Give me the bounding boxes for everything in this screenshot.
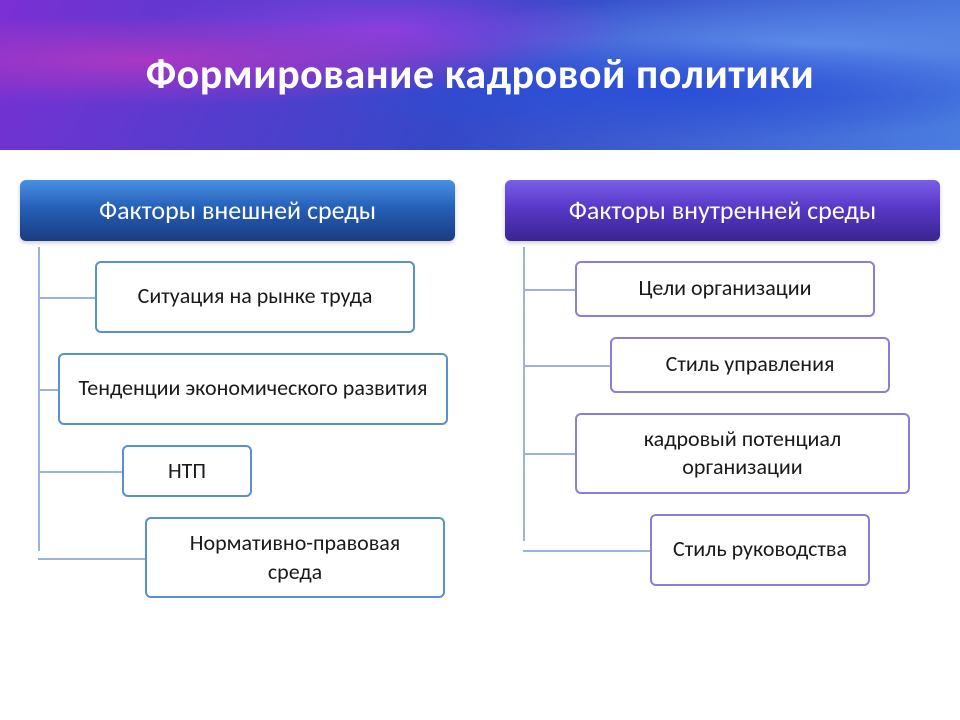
column-internal: Факторы внутренней среды Цели организаци…	[505, 180, 940, 618]
item-box: Тенденции экономического развития	[58, 353, 448, 425]
tree-vline-external	[38, 247, 40, 551]
tree-hconn	[523, 550, 650, 552]
items-internal: Цели организации Стиль управления кадров…	[505, 261, 940, 586]
item-box: Стиль управления	[610, 337, 890, 393]
item-internal-0: Цели организации	[575, 261, 940, 317]
item-external-1: Тенденции экономического развития	[58, 353, 455, 425]
item-label: Стиль руководства	[673, 535, 847, 564]
tree-hconn	[38, 297, 95, 299]
item-box: Стиль руководства	[650, 514, 870, 586]
columns-container: Факторы внешней среды Ситуация на рынке …	[0, 150, 960, 618]
tree-hconn	[38, 558, 145, 560]
items-external: Ситуация на рынке труда Тенденции эконом…	[20, 261, 455, 599]
item-label: Стиль управления	[666, 350, 835, 379]
item-label: Нормативно-правовая среда	[163, 529, 427, 586]
column-header-external: Факторы внешней среды	[20, 180, 455, 241]
tree-hconn	[38, 389, 58, 391]
item-external-2: НТП	[122, 445, 455, 498]
tree-vline-internal	[523, 247, 525, 541]
item-label: Цели организации	[639, 274, 812, 303]
tree-hconn	[523, 453, 575, 455]
item-box: кадровый потенциал организации	[575, 413, 910, 494]
column-external: Факторы внешней среды Ситуация на рынке …	[20, 180, 455, 618]
item-box: НТП	[122, 445, 252, 498]
item-external-0: Ситуация на рынке труда	[95, 261, 455, 333]
item-label: НТП	[168, 457, 206, 486]
tree-hconn	[523, 289, 575, 291]
item-box: Нормативно-правовая среда	[145, 517, 445, 598]
item-external-3: Нормативно-правовая среда	[145, 517, 455, 598]
item-internal-1: Стиль управления	[610, 337, 940, 393]
item-label: Тенденции экономического развития	[79, 374, 428, 403]
title-banner: Формирование кадровой политики	[0, 0, 960, 150]
item-box: Ситуация на рынке труда	[95, 261, 415, 333]
tree-hconn	[523, 365, 610, 367]
column-header-internal: Факторы внутренней среды	[505, 180, 940, 241]
item-label: кадровый потенциал организации	[593, 425, 892, 482]
page-title: Формирование кадровой политики	[146, 51, 815, 99]
tree-hconn	[38, 471, 122, 473]
item-internal-2: кадровый потенциал организации	[575, 413, 940, 494]
item-box: Цели организации	[575, 261, 875, 317]
item-internal-3: Стиль руководства	[650, 514, 940, 586]
item-label: Ситуация на рынке труда	[138, 282, 373, 311]
